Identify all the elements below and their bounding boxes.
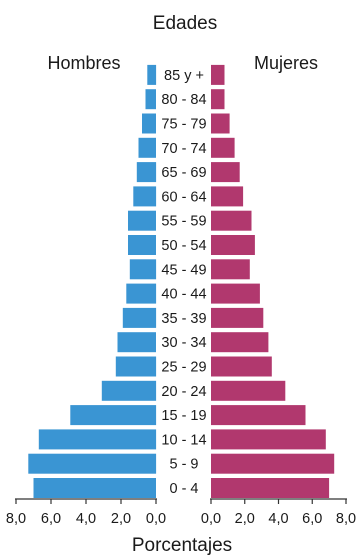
bar-hombres-0-4 — [33, 478, 156, 498]
bar-mujeres-10-14 — [211, 429, 326, 450]
left-tick-label: 2,0 — [111, 511, 131, 527]
age-label-50-54: 50 - 54 — [161, 238, 206, 254]
age-label-45-49: 45 - 49 — [161, 262, 206, 278]
x-axis-label: Porcentajes — [132, 535, 232, 556]
bar-hombres-25-29 — [115, 356, 157, 377]
right-tick-label: 8,0 — [336, 511, 356, 527]
bar-hombres-85yplus — [147, 64, 157, 85]
bar-mujeres-85yplus — [211, 64, 225, 85]
bar-mujeres-25-29 — [211, 356, 272, 377]
bar-hombres-35-39 — [122, 307, 157, 328]
age-label-55-59: 55 - 59 — [161, 214, 206, 230]
bar-mujeres-45-49 — [211, 259, 250, 280]
bar-hombres-30-34 — [117, 332, 156, 353]
age-label-0-4: 0 - 4 — [169, 481, 198, 497]
age-label-10-14: 10 - 14 — [161, 432, 206, 448]
bar-mujeres-40-44 — [211, 283, 260, 304]
bar-hombres-15-19 — [70, 405, 157, 426]
bar-hombres-5-9 — [28, 453, 157, 474]
bar-hombres-65-69 — [136, 162, 157, 183]
age-labels-group: 0 - 4 5 - 9 10 - 14 15 - 19 20 - 24 25 - 29 30… — [161, 68, 206, 497]
age-label-20-24: 20 - 24 — [161, 384, 206, 400]
age-label-5-9: 5 - 9 — [169, 457, 198, 473]
left-tick-label: 6,0 — [41, 511, 61, 527]
bar-hombres-80-84 — [145, 89, 156, 110]
axes-group: 8,0 6,0 4,0 2,0 0,0 0,0 2,0 4,0 6,0 8,0 — [6, 498, 356, 527]
bar-mujeres-50-54 — [211, 235, 255, 255]
age-label-40-44: 40 - 44 — [161, 287, 206, 303]
age-label-15-19: 15 - 19 — [161, 408, 206, 424]
bar-mujeres-30-34 — [211, 332, 269, 353]
bar-hombres-20-24 — [101, 380, 157, 401]
age-label-65-69: 65 - 69 — [161, 165, 206, 181]
bar-mujeres-35-39 — [211, 307, 264, 328]
bar-mujeres-80-84 — [211, 89, 225, 110]
bar-hombres-50-54 — [128, 235, 156, 255]
right-tick-label: 4,0 — [268, 511, 288, 527]
age-label-60-64: 60 - 64 — [161, 189, 206, 205]
bar-hombres-55-59 — [128, 210, 156, 231]
age-label-80-84: 80 - 84 — [161, 92, 206, 108]
bar-mujeres-5-9 — [211, 453, 335, 474]
bar-hombres-60-64 — [133, 186, 157, 207]
left-tick-label: 8,0 — [6, 511, 26, 527]
bar-hombres-75-79 — [142, 113, 156, 134]
age-label-70-74: 70 - 74 — [161, 141, 206, 157]
age-label-25-29: 25 - 29 — [161, 360, 206, 376]
bar-mujeres-65-69 — [211, 162, 240, 183]
bar-mujeres-15-19 — [211, 405, 306, 426]
age-label-75-79: 75 - 79 — [161, 117, 206, 133]
bars-group — [28, 64, 335, 498]
bar-mujeres-60-64 — [211, 186, 244, 207]
legend-mujeres: Mujeres — [254, 53, 318, 73]
bar-mujeres-20-24 — [211, 380, 286, 401]
chart-title: Edades — [153, 13, 217, 34]
bar-mujeres-55-59 — [211, 210, 252, 231]
bar-mujeres-0-4 — [211, 478, 330, 498]
bar-mujeres-75-79 — [211, 113, 230, 134]
left-tick-label: 0,0 — [146, 511, 166, 527]
bar-hombres-45-49 — [129, 259, 157, 280]
age-label-85yplus: 85 y + — [164, 68, 204, 84]
right-tick-label: 6,0 — [302, 511, 322, 527]
right-tick-label: 0,0 — [201, 511, 221, 527]
left-tick-label: 4,0 — [76, 511, 96, 527]
bar-hombres-40-44 — [126, 283, 157, 304]
age-label-30-34: 30 - 34 — [161, 335, 206, 351]
bar-hombres-10-14 — [38, 429, 157, 450]
bar-hombres-70-74 — [138, 137, 156, 158]
right-tick-label: 2,0 — [235, 511, 255, 527]
age-label-35-39: 35 - 39 — [161, 311, 206, 327]
legend-hombres: Hombres — [47, 53, 120, 73]
bar-mujeres-70-74 — [211, 137, 235, 158]
